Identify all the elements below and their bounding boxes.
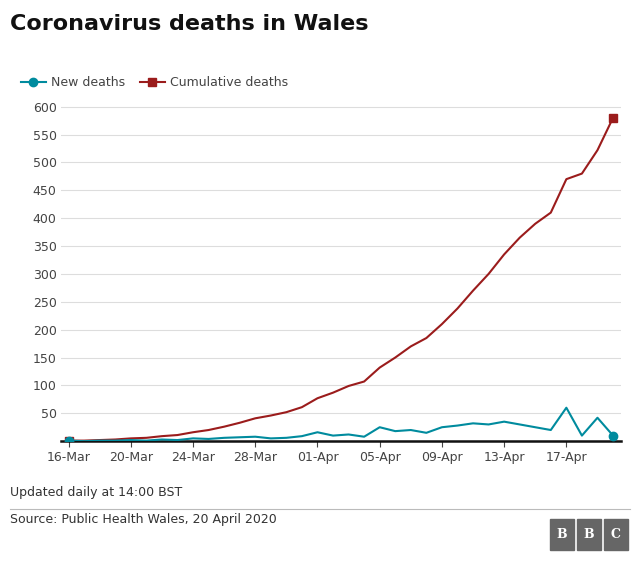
Legend: New deaths, Cumulative deaths: New deaths, Cumulative deaths	[16, 71, 293, 94]
Text: B: B	[584, 528, 594, 541]
Text: C: C	[611, 528, 621, 541]
Text: Source: Public Health Wales, 20 April 2020: Source: Public Health Wales, 20 April 20…	[10, 513, 276, 525]
Text: Updated daily at 14:00 BST: Updated daily at 14:00 BST	[10, 486, 182, 499]
Text: B: B	[557, 528, 567, 541]
Text: Coronavirus deaths in Wales: Coronavirus deaths in Wales	[10, 14, 368, 34]
